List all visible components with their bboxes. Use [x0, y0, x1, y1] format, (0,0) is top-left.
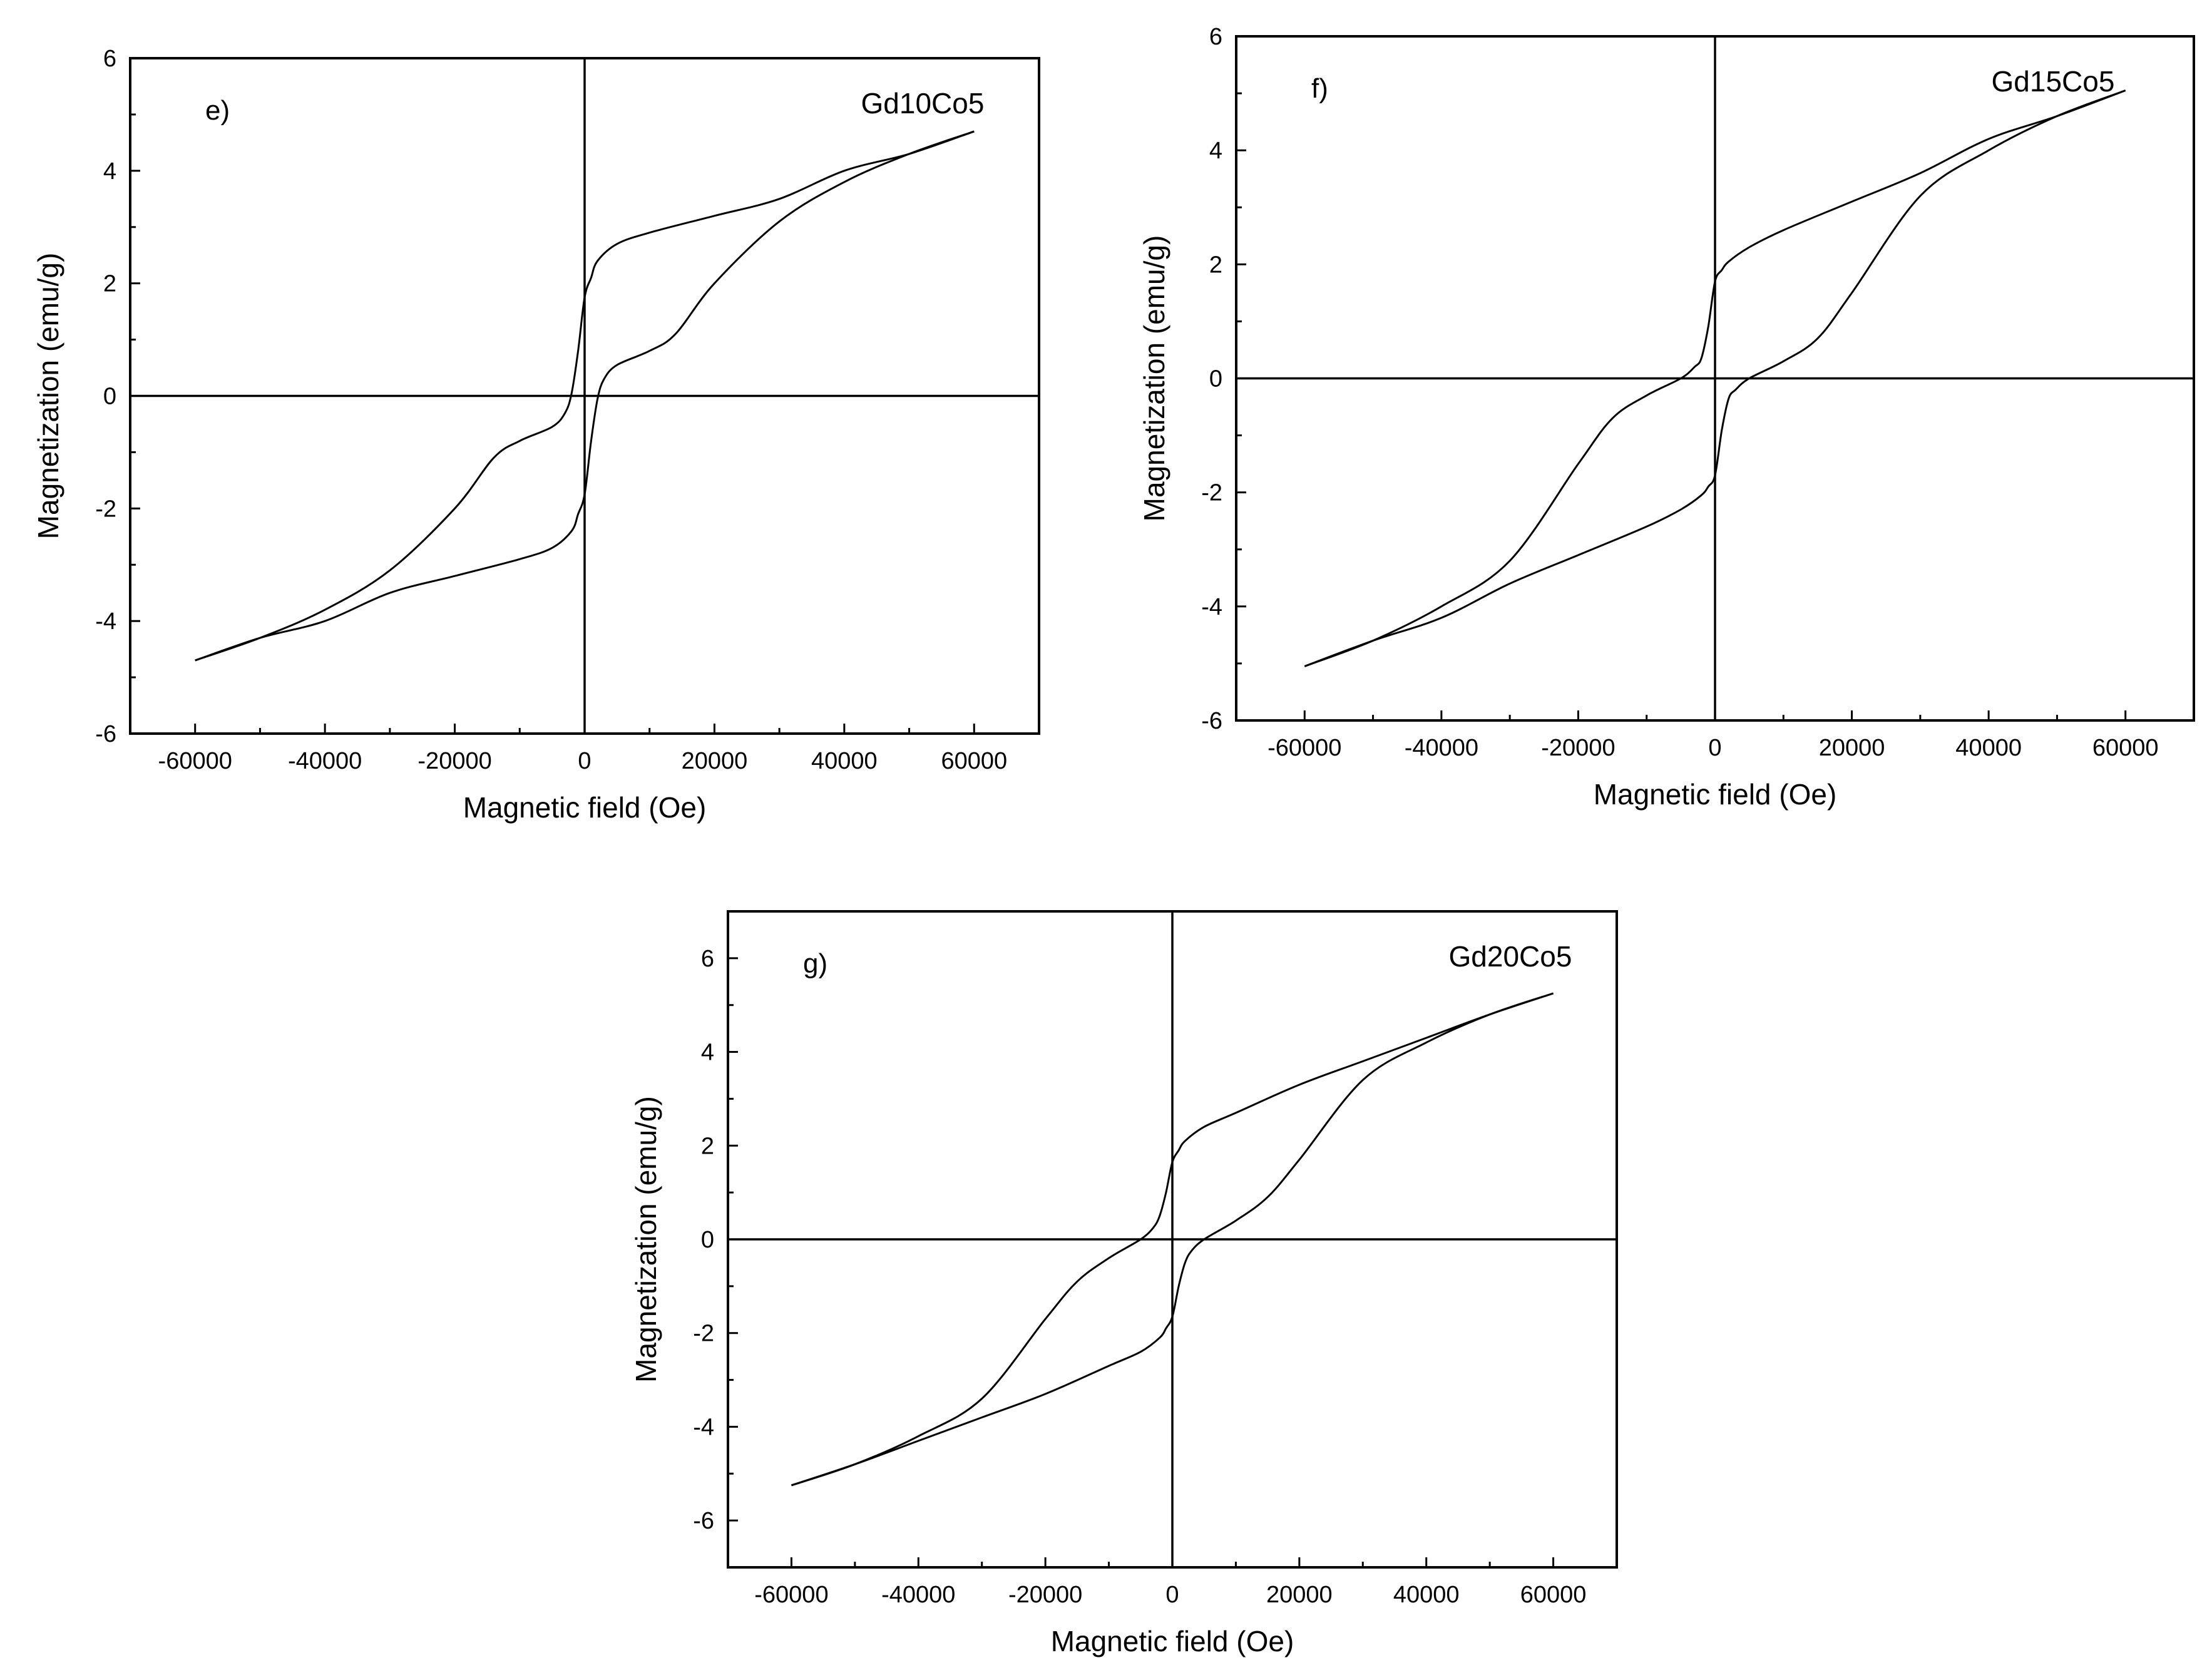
y-axis-title: Magnetization (emu/g) [32, 253, 64, 540]
y-tick-label: -4 [1201, 594, 1222, 620]
sample-label: Gd10Co5 [861, 87, 985, 120]
y-axis-title: Magnetization (emu/g) [1138, 235, 1170, 522]
sample-label: Gd20Co5 [1449, 940, 1572, 973]
y-tick-label: 6 [1209, 24, 1222, 50]
x-axis-title: Magnetic field (Oe) [1051, 1625, 1294, 1657]
y-tick-label: 2 [103, 271, 116, 297]
panel-label: f) [1311, 73, 1328, 104]
y-tick-label: -4 [693, 1414, 714, 1440]
y-tick-label: 6 [701, 946, 714, 972]
x-tick-label: -60000 [1267, 735, 1341, 761]
x-tick-label: 40000 [1955, 735, 2022, 761]
y-tick-label: 4 [103, 158, 116, 185]
ascending-branch-line [1304, 90, 2126, 667]
panel-e: -60000 -40000 -20000 0 20000 40000 60000 -6 -4 -2… [32, 46, 1040, 824]
x-tick-label: 20000 [682, 748, 748, 774]
x-axis-title: Magnetic field (Oe) [463, 791, 707, 824]
x-tick-label: 0 [1165, 1582, 1179, 1608]
panel-label: g) [803, 948, 827, 979]
x-tick-label: -60000 [158, 748, 232, 774]
y-tick-label: 0 [1209, 366, 1222, 392]
x-tick-label: 0 [1708, 735, 1721, 761]
x-tick-label: -20000 [417, 748, 491, 774]
panel-g: -60000 -40000 -20000 0 20000 40000 60000 -6 -4 -2… [630, 910, 1618, 1657]
y-tick-label: 4 [1209, 138, 1222, 164]
x-tick-label: 20000 [1819, 735, 1885, 761]
sample-label: Gd15Co5 [1992, 65, 2115, 98]
x-tick-label: 60000 [2092, 735, 2159, 761]
x-tick-label: -40000 [288, 748, 362, 774]
descending-branch-line [791, 992, 1554, 1487]
x-tick-label: -40000 [1405, 735, 1478, 761]
y-tick-label: 2 [1209, 252, 1222, 278]
descending-branch-line [195, 130, 975, 662]
x-axis-title: Magnetic field (Oe) [1594, 778, 1837, 811]
y-tick-label: 2 [701, 1133, 714, 1159]
panel-label: e) [205, 95, 230, 126]
y-tick-label: -2 [693, 1321, 714, 1347]
y-axis-title: Magnetization (emu/g) [630, 1096, 662, 1383]
y-tick-label: -2 [1201, 480, 1222, 506]
x-tick-label: 60000 [1520, 1582, 1587, 1608]
y-tick-label: 0 [103, 384, 116, 410]
descending-branch-line [1304, 90, 2126, 667]
x-tick-label: 20000 [1266, 1582, 1333, 1608]
x-tick-label: -20000 [1008, 1582, 1082, 1608]
y-tick-label: -6 [95, 721, 116, 747]
y-tick-label: 4 [701, 1040, 714, 1066]
x-tick-label: 0 [578, 748, 591, 774]
y-tick-label: 6 [103, 46, 116, 72]
x-tick-label: 40000 [811, 748, 878, 774]
x-tick-label: 60000 [941, 748, 1007, 774]
y-tick-label: -6 [1201, 708, 1222, 734]
y-tick-label: -6 [693, 1508, 714, 1534]
y-tick-label: -2 [95, 496, 116, 522]
y-tick-label: 0 [701, 1227, 714, 1253]
x-tick-label: -60000 [754, 1582, 828, 1608]
x-tick-label: 40000 [1393, 1582, 1460, 1608]
y-tick-label: -4 [95, 608, 116, 635]
ascending-branch-line [195, 130, 975, 662]
panel-f: -60000 -40000 -20000 0 20000 40000 60000 -6 -4 -2… [1138, 24, 2195, 811]
ascending-branch-line [791, 992, 1554, 1487]
x-tick-label: -20000 [1541, 735, 1615, 761]
x-tick-label: -40000 [881, 1582, 955, 1608]
